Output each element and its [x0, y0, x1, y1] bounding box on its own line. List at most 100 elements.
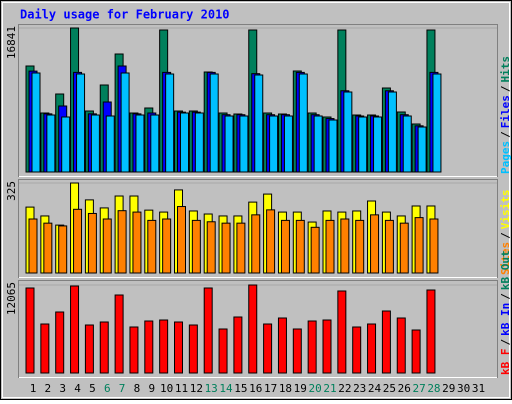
x-tick-label: 31: [472, 382, 485, 395]
bar: [174, 321, 183, 374]
bar: [277, 317, 287, 374]
bar: [251, 214, 261, 274]
bar: [150, 114, 160, 173]
bar: [132, 211, 142, 274]
bar: [105, 115, 115, 173]
x-tick-label: 21: [323, 382, 336, 395]
x-tick-label: 11: [175, 382, 188, 395]
x-tick-label: 3: [59, 382, 66, 395]
x-tick-label: 28: [427, 382, 440, 395]
bar: [248, 284, 258, 374]
x-tick-label: 22: [338, 382, 351, 395]
bar: [340, 218, 350, 274]
bar: [162, 218, 172, 274]
bar: [414, 217, 424, 274]
bar: [84, 324, 94, 374]
x-tick-label: 23: [353, 382, 366, 395]
x-tick-label: 1: [30, 382, 37, 395]
y-max-label: 325: [5, 181, 18, 201]
legend-separator: /: [499, 293, 512, 300]
bar: [206, 221, 216, 274]
bar: [384, 219, 394, 274]
legend-entry: Files: [499, 95, 512, 128]
x-tick-label: 30: [457, 382, 470, 395]
bar: [55, 311, 65, 374]
bar: [61, 116, 71, 173]
bar: [191, 219, 201, 274]
legend-entry: kB F: [499, 349, 512, 376]
bar: [221, 222, 231, 274]
bar: [411, 329, 421, 374]
bar: [144, 320, 154, 374]
bar: [218, 328, 228, 374]
x-tick-label: 19: [294, 382, 307, 395]
bar: [135, 114, 145, 173]
bar: [233, 316, 243, 374]
bar: [292, 328, 302, 374]
bar: [280, 219, 290, 274]
bar: [203, 287, 213, 374]
bar: [298, 73, 308, 173]
x-tick-label: 8: [134, 382, 141, 395]
bar: [381, 310, 391, 374]
x-tick-label: 20: [309, 382, 322, 395]
bar: [28, 218, 38, 274]
bar: [46, 114, 56, 173]
bar: [254, 74, 264, 173]
bar: [180, 112, 189, 173]
legend-entry: Visits: [499, 190, 512, 230]
bar: [99, 321, 109, 374]
bar: [367, 323, 377, 374]
bar: [236, 222, 246, 274]
bar: [402, 115, 412, 173]
bar: [263, 323, 273, 374]
bar: [239, 115, 249, 173]
x-tick-label: 26: [398, 382, 411, 395]
bar: [322, 319, 332, 374]
bar: [31, 72, 41, 173]
bar: [58, 225, 68, 274]
bar: [129, 326, 139, 374]
y-max-label: 12065: [5, 282, 18, 315]
bar: [102, 218, 112, 274]
legend: Pages / Files / Hits: [499, 56, 512, 174]
bar: [295, 219, 305, 274]
bar: [266, 209, 276, 274]
legend-entry: Pages: [499, 141, 512, 174]
bar: [373, 116, 383, 173]
x-tick-label: 10: [160, 382, 173, 395]
x-tick-label: 7: [119, 382, 126, 395]
bar: [426, 289, 436, 374]
x-tick-label: 29: [442, 382, 455, 395]
bar: [370, 214, 380, 274]
chart-title: Daily usage for February 2010: [20, 8, 230, 22]
bar: [328, 119, 338, 173]
x-tick-label: 15: [234, 382, 247, 395]
bar: [343, 91, 353, 173]
x-tick-label: 24: [368, 382, 382, 395]
bar: [310, 226, 320, 274]
bar: [429, 218, 439, 274]
bar: [177, 206, 186, 274]
legend-separator: /: [499, 131, 512, 138]
bar: [209, 73, 219, 173]
legend: kB F / kB In / kB Out: [499, 250, 512, 375]
frame-bevel: [2, 2, 510, 398]
x-tick-label: 16: [249, 382, 262, 395]
bar: [325, 219, 335, 274]
bar: [114, 294, 124, 374]
legend-entry: kB Out: [499, 250, 512, 290]
x-tick-label: 2: [45, 382, 52, 395]
x-tick-label: 9: [148, 382, 155, 395]
x-tick-label: 4: [74, 382, 81, 395]
legend: Sites / Visits: [499, 190, 512, 276]
y-max-label: 16841: [5, 26, 18, 59]
bar: [355, 219, 365, 274]
legend-separator: /: [499, 85, 512, 92]
bar: [352, 326, 362, 374]
bar: [120, 72, 130, 173]
bar: [43, 222, 53, 274]
bar: [70, 285, 80, 374]
bar: [358, 116, 368, 173]
